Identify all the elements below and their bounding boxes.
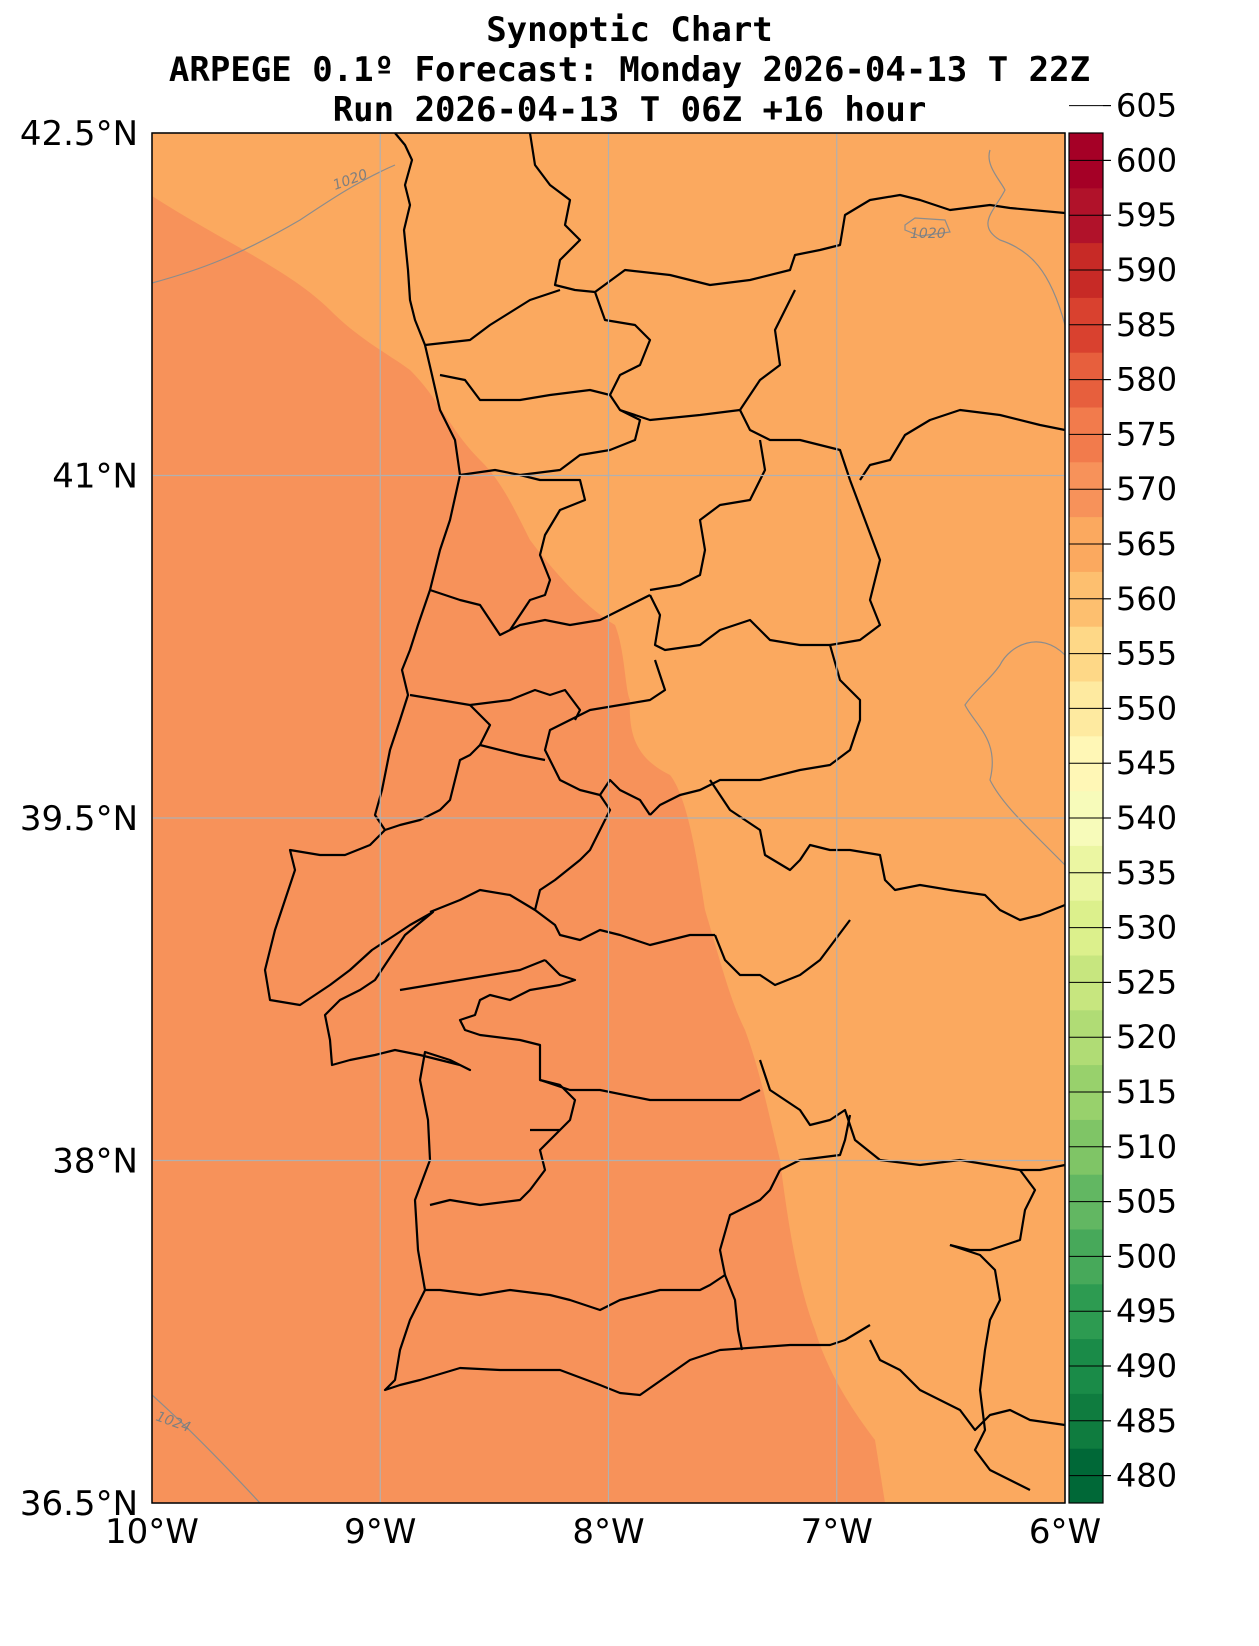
colorbar-tick-label: 535 — [1116, 854, 1177, 892]
border-line — [429, 888, 715, 947]
border-line — [479, 743, 546, 762]
border-line — [739, 409, 852, 481]
isobar-label: 1020 — [910, 226, 946, 242]
isobar-line — [964, 641, 1066, 866]
border-line — [709, 779, 1066, 922]
lon-tick-label: 9°W — [344, 1512, 416, 1552]
border-line — [263, 132, 871, 1397]
border-line — [649, 479, 882, 816]
colorbar-tick-label: 525 — [1116, 963, 1177, 1001]
lon-tick-label: 6°W — [1029, 1512, 1101, 1552]
colorbar-tick-label: 605 — [1116, 87, 1177, 125]
title-line-2: ARPEGE 0.1º Forecast: Monday 2026-04-13 … — [168, 50, 1091, 90]
border-line — [528, 132, 1066, 294]
colorbar-tick-label: 505 — [1116, 1183, 1177, 1221]
colorbar-tick-label: 510 — [1116, 1128, 1177, 1166]
map-frame — [151, 132, 1066, 1504]
colorbar-tick-label: 500 — [1116, 1237, 1177, 1275]
lat-tick-label: 42.5°N — [20, 114, 138, 154]
colorbar-tick-label: 515 — [1116, 1073, 1177, 1111]
country-borders — [263, 132, 1066, 1491]
border-line — [593, 291, 652, 396]
border-line — [424, 288, 561, 347]
longitude-labels: 10°W 9°W 8°W 7°W 6°W — [105, 1512, 1101, 1552]
colorbar-tick-label: 580 — [1116, 361, 1177, 399]
border-line — [384, 704, 492, 832]
lat-tick-label: 39.5°N — [20, 799, 138, 839]
lon-tick-label: 7°W — [801, 1512, 873, 1552]
border-line — [439, 373, 642, 477]
border-line — [723, 1274, 744, 1351]
colorbar-tick-label: 530 — [1116, 909, 1177, 947]
border-line — [779, 1114, 852, 1171]
border-line — [949, 1169, 1037, 1252]
colorbar-tick-label: 550 — [1116, 689, 1177, 727]
colorbar-tick-label: 575 — [1116, 415, 1177, 453]
border-line — [869, 1339, 1066, 1432]
colorbar-tick-label: 590 — [1116, 251, 1177, 289]
border-line — [649, 594, 830, 652]
isobar-line — [987, 149, 1066, 326]
colorbar-tick-label: 495 — [1116, 1292, 1177, 1330]
lat-tick-label: 36.5°N — [20, 1484, 138, 1524]
band-570-575 — [152, 196, 885, 1503]
isobar-line — [151, 1394, 261, 1504]
colorbar-tick-label: 595 — [1116, 196, 1177, 234]
border-line — [409, 688, 582, 721]
title-line-1: Synoptic Chart — [486, 10, 773, 50]
border-line — [539, 1078, 761, 1102]
lat-tick-label: 38°N — [52, 1142, 138, 1182]
border-line — [429, 1129, 561, 1207]
lon-tick-label: 8°W — [572, 1512, 644, 1552]
isobar-line — [151, 164, 396, 284]
colorbar-tick-label: 480 — [1116, 1457, 1177, 1495]
colorbar-tick-label: 565 — [1116, 525, 1177, 563]
border-line — [458, 959, 577, 1132]
lon-tick-label: 10°W — [105, 1512, 199, 1552]
border-line — [399, 958, 546, 992]
colorbar-tick-label: 485 — [1116, 1402, 1177, 1440]
colorbar: 480 485 490 495 500 505 510 515 520 525 530 535 540 5… — [1068, 87, 1177, 1504]
colorbar-tick-label: 600 — [1116, 141, 1177, 179]
border-line — [859, 408, 1066, 481]
colorbar-tick-label: 490 — [1116, 1347, 1177, 1385]
title-line-3: Run 2026-04-13 T 06Z +16 hour — [332, 90, 927, 130]
border-line — [429, 588, 651, 637]
border-line — [425, 1169, 781, 1312]
colorbar-tick-label: 545 — [1116, 744, 1177, 782]
border-line — [713, 919, 851, 987]
border-line — [543, 659, 667, 816]
lat-tick-label: 41°N — [52, 457, 138, 497]
colorbar-tick-label: 560 — [1116, 580, 1177, 618]
border-line — [949, 1243, 1031, 1491]
border-line — [649, 439, 767, 592]
border-line — [509, 473, 587, 631]
latitude-labels: 42.5°N 41°N 39.5°N 38°N 36.5°N — [20, 114, 138, 1524]
border-line — [619, 289, 796, 422]
colorbar-tick-label: 570 — [1116, 470, 1177, 508]
colorbar-tick-label: 520 — [1116, 1018, 1177, 1056]
colorbar-tick-label: 540 — [1116, 799, 1177, 837]
colorbar-tick-label: 555 — [1116, 635, 1177, 673]
isobar-line — [904, 217, 951, 237]
colorbar-tick-label: 585 — [1116, 306, 1177, 344]
border-line — [758, 1059, 1066, 1172]
